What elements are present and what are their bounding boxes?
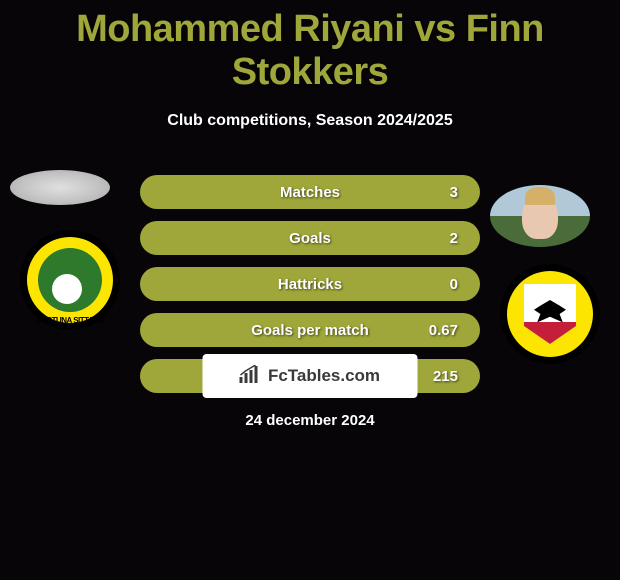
site-logo-label: FcTables.com bbox=[268, 366, 380, 386]
stat-label: Goals bbox=[289, 230, 331, 247]
player-photo-right bbox=[490, 185, 590, 247]
club-logo-left: FORTUNA SITTARD bbox=[20, 230, 120, 330]
date-text: 24 december 2024 bbox=[245, 412, 374, 429]
player-photo-left bbox=[10, 170, 110, 205]
stat-value-right: 0 bbox=[450, 276, 458, 293]
stat-value-right: 0.67 bbox=[429, 322, 458, 339]
stat-bar-hattricks: Hattricks 0 bbox=[140, 267, 480, 301]
chart-icon bbox=[240, 365, 262, 388]
site-logo-text: FcTables.com bbox=[240, 365, 380, 388]
stat-label: Matches bbox=[280, 184, 340, 201]
stat-value-right: 215 bbox=[433, 368, 458, 385]
page-title: Mohammed Riyani vs Finn Stokkers bbox=[0, 0, 620, 94]
stat-bar-matches: Matches 3 bbox=[140, 175, 480, 209]
stat-value-right: 2 bbox=[450, 230, 458, 247]
stat-label: Hattricks bbox=[278, 276, 342, 293]
stat-bar-goals-per-match: Goals per match 0.67 bbox=[140, 313, 480, 347]
stat-value-right: 3 bbox=[450, 184, 458, 201]
site-logo-box: FcTables.com bbox=[203, 354, 418, 398]
stat-label: Goals per match bbox=[251, 322, 369, 339]
club-logo-right bbox=[500, 264, 600, 364]
subtitle: Club competitions, Season 2024/2025 bbox=[0, 112, 620, 130]
stat-bar-goals: Goals 2 bbox=[140, 221, 480, 255]
